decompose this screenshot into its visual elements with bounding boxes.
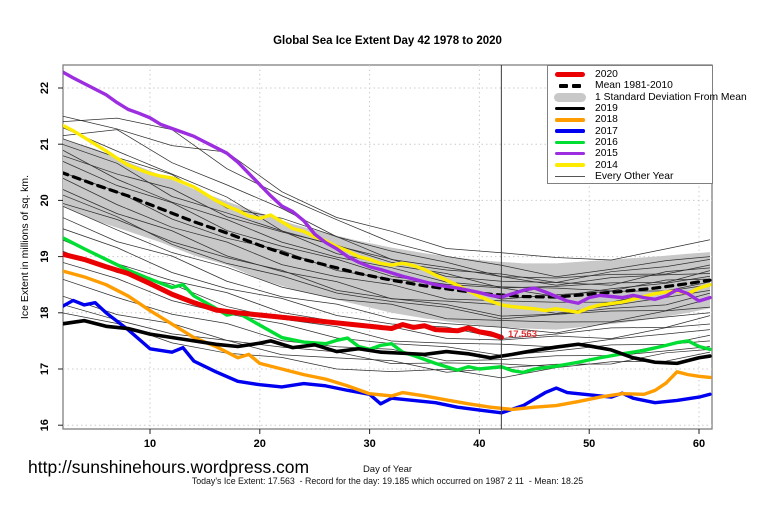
chart-legend: 2020 Mean 1981-2010 1 Standard Deviation F… [547, 65, 747, 184]
year-line [63, 155, 711, 283]
legend-item-label: 2020 [595, 69, 618, 81]
legend-swatch [553, 92, 587, 102]
legend-swatch [553, 151, 587, 156]
legend-item-label: 2014 [595, 159, 618, 171]
year-line [63, 149, 710, 292]
year-line [63, 194, 711, 320]
year-line [63, 172, 711, 300]
x-axis-label: Day of Year [362, 464, 413, 475]
year-line [63, 312, 711, 379]
x-tick-label: 60 [693, 438, 705, 450]
x-tick-label: 20 [254, 438, 266, 450]
legend-item-label: 2017 [595, 125, 618, 137]
site-url-text: http://sunshinehours.wordpress.com [28, 457, 310, 477]
series-mean-1981-2010-line [63, 171, 712, 299]
year-line [63, 115, 711, 261]
series-2018-line [63, 269, 712, 412]
y-tick-label: 17 [39, 363, 51, 375]
year-line [63, 129, 711, 279]
year-line [63, 205, 711, 323]
legend-swatch [553, 118, 587, 122]
year-line [63, 304, 711, 373]
y-tick-label: 16 [39, 419, 51, 431]
legend-item-label: 2018 [595, 114, 618, 126]
legend-item-label: 2016 [595, 136, 618, 148]
legend-item-2018: 2018 [548, 114, 712, 125]
legend-item-label: 2015 [595, 148, 618, 160]
series-2020-line [63, 251, 504, 340]
x-tick-label: 30 [363, 438, 375, 450]
x-tick-label: 40 [473, 438, 485, 450]
legend-item-mean-1981-2010: Mean 1981-2010 [548, 80, 712, 91]
stats-caption: Today's Ice Extent: 17.563 - Record for … [191, 476, 584, 486]
legend-item-2020: 2020 [548, 69, 712, 80]
legend-swatch [553, 140, 587, 145]
legend-item-1-standard-deviation-from-mean: 1 Standard Deviation From Mean [548, 92, 747, 103]
legend-item-2016: 2016 [548, 137, 712, 148]
year-line [63, 161, 711, 297]
y-tick-label: 19 [39, 250, 51, 262]
chart-title: Global Sea Ice Extent Day 42 1978 to 202… [273, 35, 502, 47]
current-value-annotation: 17.563 [507, 329, 537, 341]
x-tick-label: 10 [144, 438, 156, 450]
series-2019-line [63, 318, 712, 366]
series-2015-line [63, 70, 712, 305]
year-line [63, 217, 711, 334]
series-2014-line [63, 123, 712, 314]
legend-swatch [553, 129, 587, 133]
y-tick-label: 20 [39, 194, 51, 206]
legend-item-label: Every Other Year [595, 170, 674, 182]
legend-item-2017: 2017 [548, 125, 712, 137]
legend-swatch [553, 163, 587, 167]
year-line [63, 250, 711, 348]
legend-item-label: 2019 [595, 103, 618, 115]
year-line [63, 138, 710, 286]
legend-item-2019: 2019 [548, 103, 712, 114]
legend-item-label: Mean 1981-2010 [595, 80, 673, 92]
legend-swatch [553, 84, 587, 88]
legend-item-label: 1 Standard Deviation From Mean [595, 91, 747, 103]
legend-item-2014: 2014 [548, 159, 712, 171]
year-line [63, 203, 711, 317]
axes: 10 20 30 40 50 60 16 17 18 19 20 21 22 [39, 82, 705, 450]
year-line [63, 228, 711, 339]
legend-swatch [553, 175, 587, 177]
series-2016-line [63, 236, 712, 375]
y-tick-label: 21 [39, 138, 51, 150]
legend-swatch [553, 72, 587, 78]
y-tick-label: 18 [39, 307, 51, 319]
x-tick-label: 50 [583, 438, 595, 450]
legend-swatch [553, 106, 587, 111]
legend-item-2015: 2015 [548, 148, 712, 159]
y-tick-label: 22 [39, 82, 51, 94]
legend-item-every-other-year: Every Other Year [548, 171, 712, 182]
